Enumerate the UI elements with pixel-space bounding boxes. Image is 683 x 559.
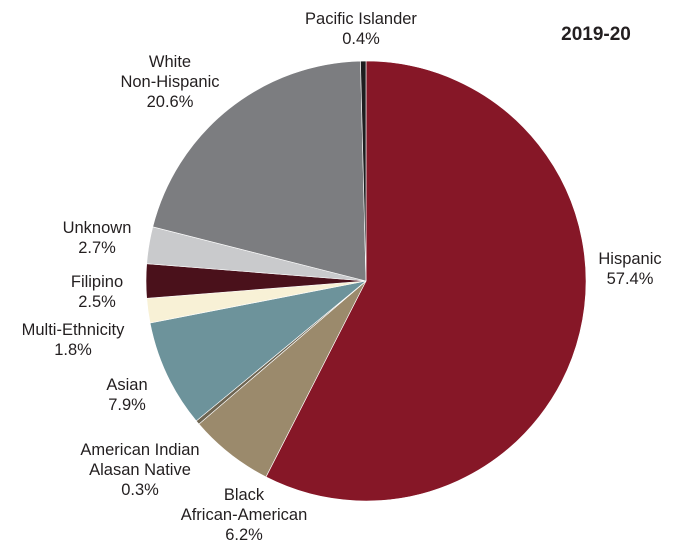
slice-label-line: 2.7%: [78, 239, 116, 257]
slice-label-line: Pacific Islander: [305, 10, 417, 28]
slice-label-multi-ethnicity: Multi-Ethnicity 1.8%: [22, 321, 125, 359]
slice-label-line: Hispanic: [598, 250, 661, 268]
pie-slice-asian: [149, 280, 367, 422]
slice-label-line: Black: [224, 486, 265, 504]
pie-slice-hispanic: [265, 60, 587, 502]
slice-label-line: Filipino: [71, 273, 123, 291]
slice-label-black: Black African-American 6.2%: [181, 486, 308, 544]
slice-label-line: 0.4%: [342, 30, 380, 48]
slice-label-pacific-islander: Pacific Islander 0.4%: [305, 10, 417, 48]
pie-slice-white: [152, 60, 367, 282]
slice-label-line: White: [149, 53, 191, 71]
slice-label-line: 6.2%: [225, 526, 263, 544]
slice-label-american-indian: American Indian Alasan Native 0.3%: [80, 441, 199, 499]
slice-label-line: 1.8%: [54, 341, 92, 359]
slice-label-line: Alasan Native: [89, 461, 191, 479]
pie-slices: [145, 60, 587, 502]
slice-label-line: Multi-Ethnicity: [22, 321, 125, 339]
slice-label-filipino: Filipino 2.5%: [71, 273, 123, 311]
slice-label-line: Unknown: [63, 219, 132, 237]
slice-label-line: 2.5%: [78, 293, 116, 311]
pie-slice-pacific-islander: [360, 60, 367, 282]
slice-labels: Hispanic 57.4% Black African-American 6.2% Am…: [22, 10, 662, 544]
slice-label-line: Non-Hispanic: [120, 73, 219, 91]
slice-label-line: Asian: [106, 376, 147, 394]
slice-label-white: White Non-Hispanic 20.6%: [120, 53, 219, 111]
slice-label-line: African-American: [181, 506, 308, 524]
slice-label-line: 57.4%: [607, 270, 654, 288]
slice-label-line: American Indian: [80, 441, 199, 459]
slice-label-line: 20.6%: [147, 93, 194, 111]
slice-label-asian: Asian 7.9%: [106, 376, 147, 414]
slice-label-unknown: Unknown 2.7%: [63, 219, 132, 257]
slice-label-line: 7.9%: [108, 396, 146, 414]
slice-label-hispanic: Hispanic 57.4%: [598, 250, 661, 288]
slice-label-line: 0.3%: [121, 481, 159, 499]
chart-title: 2019-20: [561, 24, 631, 45]
